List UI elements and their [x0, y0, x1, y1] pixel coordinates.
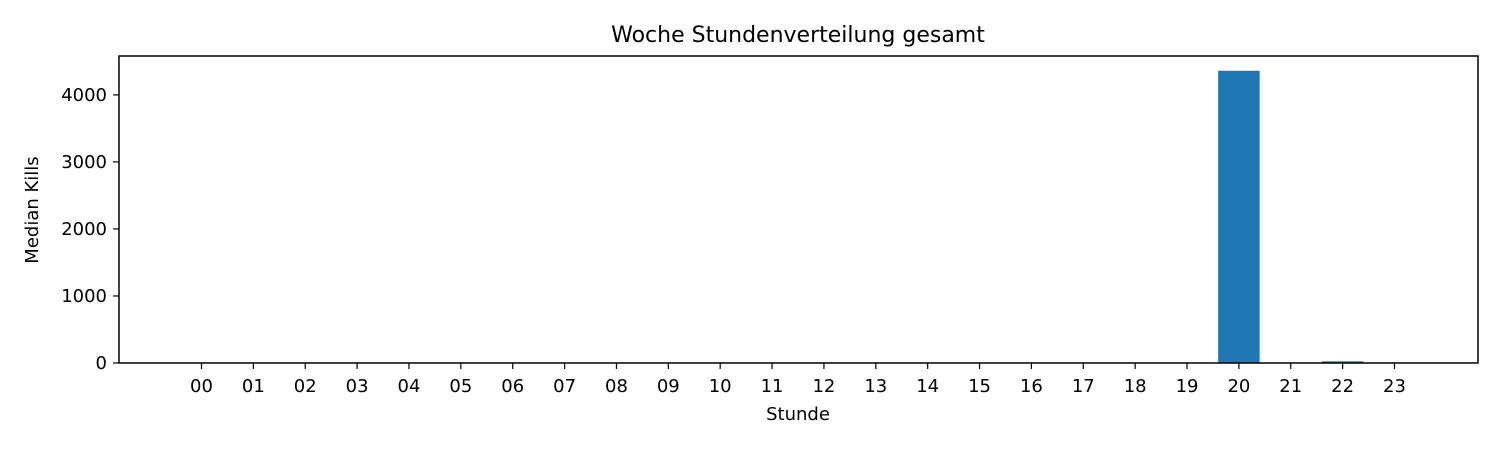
x-tick-label-01: 01	[242, 376, 265, 397]
x-tick-label-14: 14	[916, 376, 939, 397]
x-tick-label-13: 13	[864, 376, 887, 397]
x-tick-label-05: 05	[449, 376, 472, 397]
x-tick-label-03: 03	[346, 376, 369, 397]
bar-22	[1321, 361, 1364, 363]
x-tick-label-12: 12	[812, 376, 835, 397]
bars	[1218, 70, 1416, 363]
x-tick-label-20: 20	[1227, 376, 1250, 397]
plot-frame	[118, 55, 1479, 364]
y-axis-label: Median Kills	[22, 156, 43, 263]
x-tick-label-02: 02	[294, 376, 317, 397]
x-tick-label-00: 00	[190, 376, 213, 397]
y-tick-label-0: 0	[96, 353, 107, 374]
x-tick-label-10: 10	[709, 376, 732, 397]
y-tick-label-4000: 4000	[61, 85, 107, 106]
chart-title: Woche Stundenverteilung gesamt	[611, 23, 985, 48]
x-tick-label-23: 23	[1383, 376, 1406, 397]
x-axis-ticks: 00 01 02 03 04 05 06 07 08 09 10 11 12 13 14 15 16 17 18 19…	[190, 363, 1406, 397]
x-tick-label-08: 08	[605, 376, 628, 397]
x-tick-label-09: 09	[657, 376, 680, 397]
y-tick-label-3000: 3000	[61, 152, 107, 173]
x-tick-label-19: 19	[1176, 376, 1199, 397]
x-tick-label-06: 06	[501, 376, 524, 397]
bar-20	[1218, 70, 1260, 363]
x-tick-label-16: 16	[1020, 376, 1043, 397]
y-axis-ticks: 0 1000 2000 3000 4000	[61, 85, 119, 374]
x-tick-label-15: 15	[968, 376, 991, 397]
x-tick-label-07: 07	[553, 376, 576, 397]
x-tick-label-18: 18	[1124, 376, 1147, 397]
y-tick-label-2000: 2000	[61, 219, 107, 240]
y-tick-label-1000: 1000	[61, 286, 107, 307]
x-axis-label: Stunde	[766, 404, 830, 425]
x-tick-label-21: 21	[1279, 376, 1302, 397]
x-tick-label-11: 11	[761, 376, 784, 397]
x-tick-label-22: 22	[1331, 376, 1354, 397]
x-tick-label-17: 17	[1072, 376, 1095, 397]
x-tick-label-04: 04	[398, 376, 421, 397]
